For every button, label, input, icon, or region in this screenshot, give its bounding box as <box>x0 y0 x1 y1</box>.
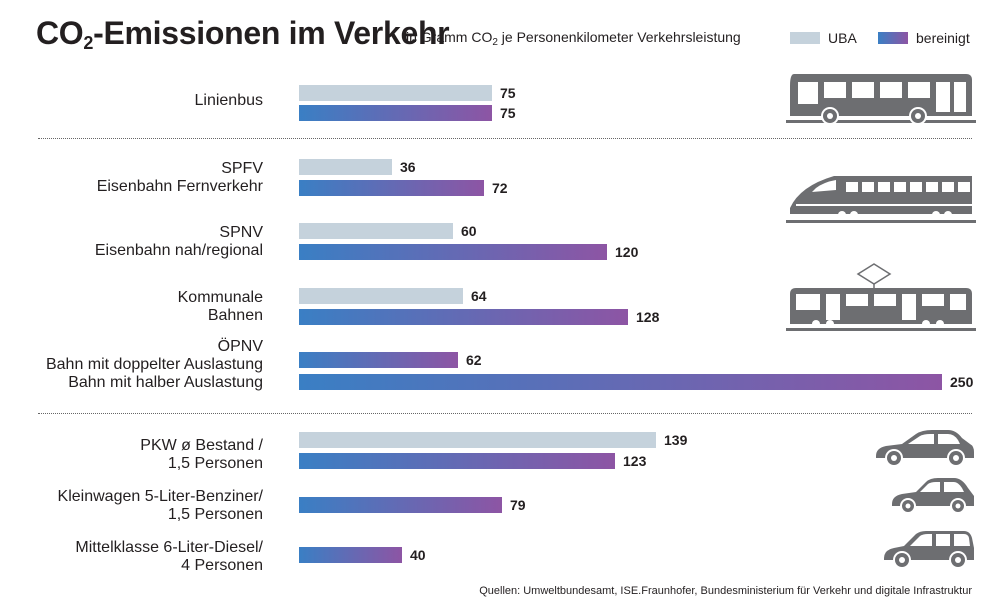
bus-icon <box>786 74 976 125</box>
bar-uba <box>299 432 656 448</box>
bar-value-label: 36 <box>400 159 416 175</box>
category-label-line: ÖPNV <box>217 338 263 355</box>
category-label-line: SPFV <box>221 160 263 177</box>
bar-value-label: 123 <box>623 453 647 469</box>
category-label-line: SPNV <box>219 224 263 241</box>
chart-title: CO2-Emissionen im Verkehr <box>36 10 450 61</box>
legend-label-uba: UBA <box>828 30 857 46</box>
separator-line <box>38 138 972 139</box>
category-label-line: Mittelklasse 6-Liter-Diesel/ <box>75 539 263 556</box>
category-label-line: Bahnen <box>207 307 263 324</box>
bar-value-label: 75 <box>500 85 516 101</box>
separator-line <box>38 413 972 414</box>
bar-value-label: 64 <box>471 288 487 304</box>
category-label-spfv: SPFV Eisenbahn Fernverkehr <box>97 160 263 196</box>
subtitle-subscript: 2 <box>492 37 498 48</box>
legend-uba: UBA <box>790 30 857 46</box>
category-label-line: 1,5 Personen <box>167 455 263 472</box>
title-co: CO <box>36 15 84 51</box>
bar-value-label: 40 <box>410 547 426 563</box>
bar-bereinigt <box>299 244 607 260</box>
bar-value-label: 75 <box>500 105 516 121</box>
category-label-line: Bahn mit halber Auslastung <box>68 374 263 391</box>
category-label-line: Bahn mit doppelter Auslastung <box>45 356 263 373</box>
bar-bereinigt <box>299 352 458 368</box>
bar-value-label: 139 <box>664 432 688 448</box>
bar-value-label: 79 <box>510 497 526 513</box>
legend-swatch-bereinigt <box>878 32 908 44</box>
chart-subtitle: in Gramm CO2 je Personenkilometer Verkeh… <box>406 29 741 48</box>
category-label-mittelklasse: Mittelklasse 6-Liter-Diesel/ 4 Personen <box>75 539 263 575</box>
train-icon <box>786 176 976 223</box>
bar-uba <box>299 159 392 175</box>
title-rest: -Emissionen im Verkehr <box>93 15 450 51</box>
bar-uba <box>299 85 492 101</box>
bar-bereinigt <box>299 309 628 325</box>
category-label-kleinwagen: Kleinwagen 5-Liter-Benziner/ 1,5 Persone… <box>58 488 263 524</box>
category-label-kommunal: Kommunale Bahnen <box>178 289 263 325</box>
bar-bereinigt <box>299 374 942 390</box>
legend-swatch-uba <box>790 32 820 44</box>
bar-value-label: 62 <box>466 352 482 368</box>
station-wagon-icon <box>884 531 974 569</box>
bar-bereinigt <box>299 180 484 196</box>
legend-bereinigt: bereinigt <box>878 30 970 46</box>
source-note: Quellen: Umweltbundesamt, ISE.Fraunhofer… <box>479 585 972 597</box>
small-car-icon <box>892 478 974 514</box>
subtitle-pre: in Gramm CO <box>406 29 493 45</box>
category-label-line: Linienbus <box>194 92 264 109</box>
bar-value-label: 128 <box>636 309 660 325</box>
tram-icon <box>786 263 976 331</box>
bar-bereinigt <box>299 105 492 121</box>
category-label-line: Eisenbahn Fernverkehr <box>96 178 263 195</box>
bar-uba <box>299 223 453 239</box>
bar-bereinigt <box>299 497 502 513</box>
bar-bereinigt <box>299 453 615 469</box>
bar-value-label: 250 <box>950 374 974 390</box>
category-label-spnv: SPNV Eisenbahn nah/regional <box>95 224 263 260</box>
bar-bereinigt <box>299 547 402 563</box>
subtitle-post: je Personenkilometer Verkehrsleistung <box>497 29 741 45</box>
sedan-icon <box>876 430 974 467</box>
legend-label-bereinigt: bereinigt <box>916 30 970 46</box>
category-label-line: Eisenbahn nah/regional <box>94 242 263 259</box>
category-label-pkw: PKW ø Bestand / 1,5 Personen <box>140 437 263 473</box>
category-label-oepnv: ÖPNV Bahn mit doppelter Auslastung Bahn … <box>46 338 263 392</box>
bar-value-label: 120 <box>615 244 639 260</box>
category-label-line: PKW ø Bestand / <box>140 437 263 454</box>
category-label-line: Kommunale <box>177 289 263 306</box>
category-label-linienbus: Linienbus <box>195 92 264 110</box>
category-label-line: 1,5 Personen <box>167 506 263 523</box>
bar-value-label: 72 <box>492 180 508 196</box>
bar-value-label: 60 <box>461 223 477 239</box>
title-subscript: 2 <box>83 33 94 53</box>
category-label-line: 4 Personen <box>181 557 263 574</box>
category-label-line: Kleinwagen 5-Liter-Benziner/ <box>57 488 263 505</box>
bar-uba <box>299 288 463 304</box>
